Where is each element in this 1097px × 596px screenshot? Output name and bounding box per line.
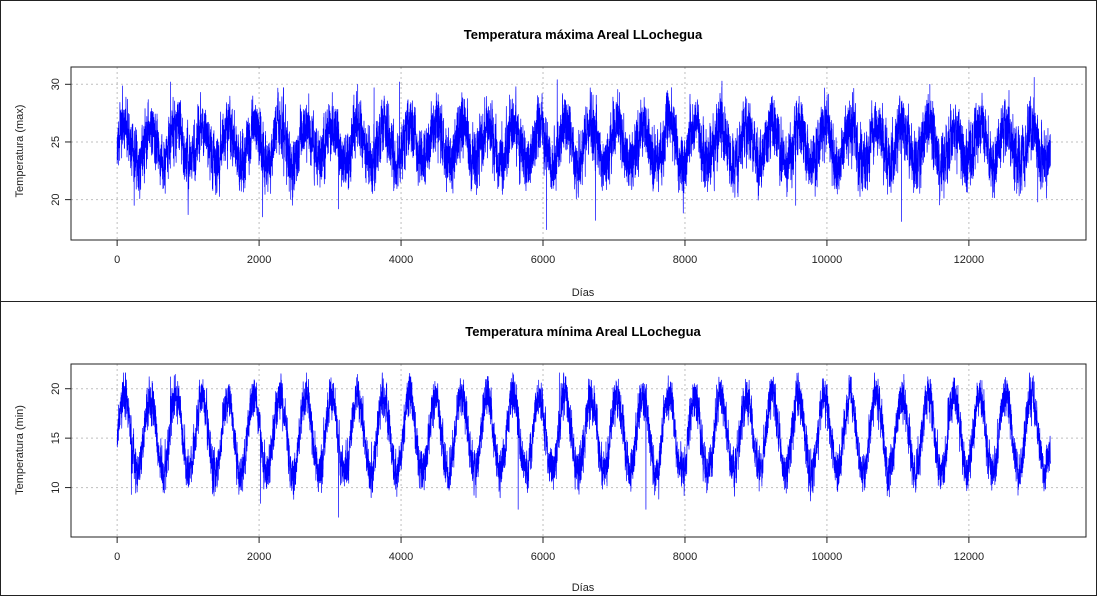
x-tick-label: 10000 xyxy=(812,254,843,266)
x-tick-label: 2000 xyxy=(247,551,271,563)
x-tick-label: 6000 xyxy=(531,551,555,563)
axes-layer: 0 2000 4000 6000 8000 10000 12000 20 25 30 xyxy=(50,78,984,266)
panel-temperatura-maxima: 0 2000 4000 6000 8000 10000 12000 20 25 30 Temper… xyxy=(0,0,1097,302)
chart-title: Temperatura mínima Areal LLochegua xyxy=(465,324,701,339)
series-line xyxy=(116,372,1051,518)
y-tick-label: 20 xyxy=(50,194,62,206)
x-tick-label: 12000 xyxy=(954,254,985,266)
plot-frame xyxy=(70,363,1087,538)
x-tick-label: 8000 xyxy=(673,254,697,266)
chart-temperatura-minima: 0 2000 4000 6000 8000 10000 12000 10 15 20 Temper… xyxy=(14,324,1087,594)
y-tick-label: 30 xyxy=(50,78,62,90)
x-axis-label: Días xyxy=(572,287,595,299)
x-tick-label: 0 xyxy=(114,254,120,266)
x-tick-label: 8000 xyxy=(673,551,697,563)
y-tick-label: 10 xyxy=(50,481,62,493)
series-layer xyxy=(116,77,1051,230)
y-tick-label: 20 xyxy=(50,383,62,395)
x-tick-label: 2000 xyxy=(247,254,271,266)
x-tick-label: 4000 xyxy=(389,254,413,266)
x-tick-label: 4000 xyxy=(389,551,413,563)
x-tick-label: 6000 xyxy=(531,254,555,266)
y-tick-label: 15 xyxy=(50,432,62,444)
plot-frame xyxy=(70,66,1087,241)
axes-layer: 0 2000 4000 6000 8000 10000 12000 10 15 20 xyxy=(50,383,984,563)
x-axis-label: Días xyxy=(572,582,595,594)
x-tick-label: 12000 xyxy=(954,551,985,563)
panel-temperatura-minima: 0 2000 4000 6000 8000 10000 12000 10 15 20 Temper… xyxy=(0,301,1097,596)
x-tick-label: 10000 xyxy=(812,551,843,563)
series-line xyxy=(116,77,1051,230)
series-layer xyxy=(116,372,1051,518)
y-axis-label: Temperatura (max) xyxy=(14,105,26,198)
chart-title: Temperatura máxima Areal LLochegua xyxy=(464,27,703,42)
x-tick-label: 0 xyxy=(114,551,120,563)
y-axis-label: Temperatura (min) xyxy=(14,405,26,495)
chart-temperatura-maxima: 0 2000 4000 6000 8000 10000 12000 20 25 30 Temper… xyxy=(14,27,1087,299)
y-tick-label: 25 xyxy=(50,136,62,148)
grid-lines xyxy=(71,364,1086,537)
